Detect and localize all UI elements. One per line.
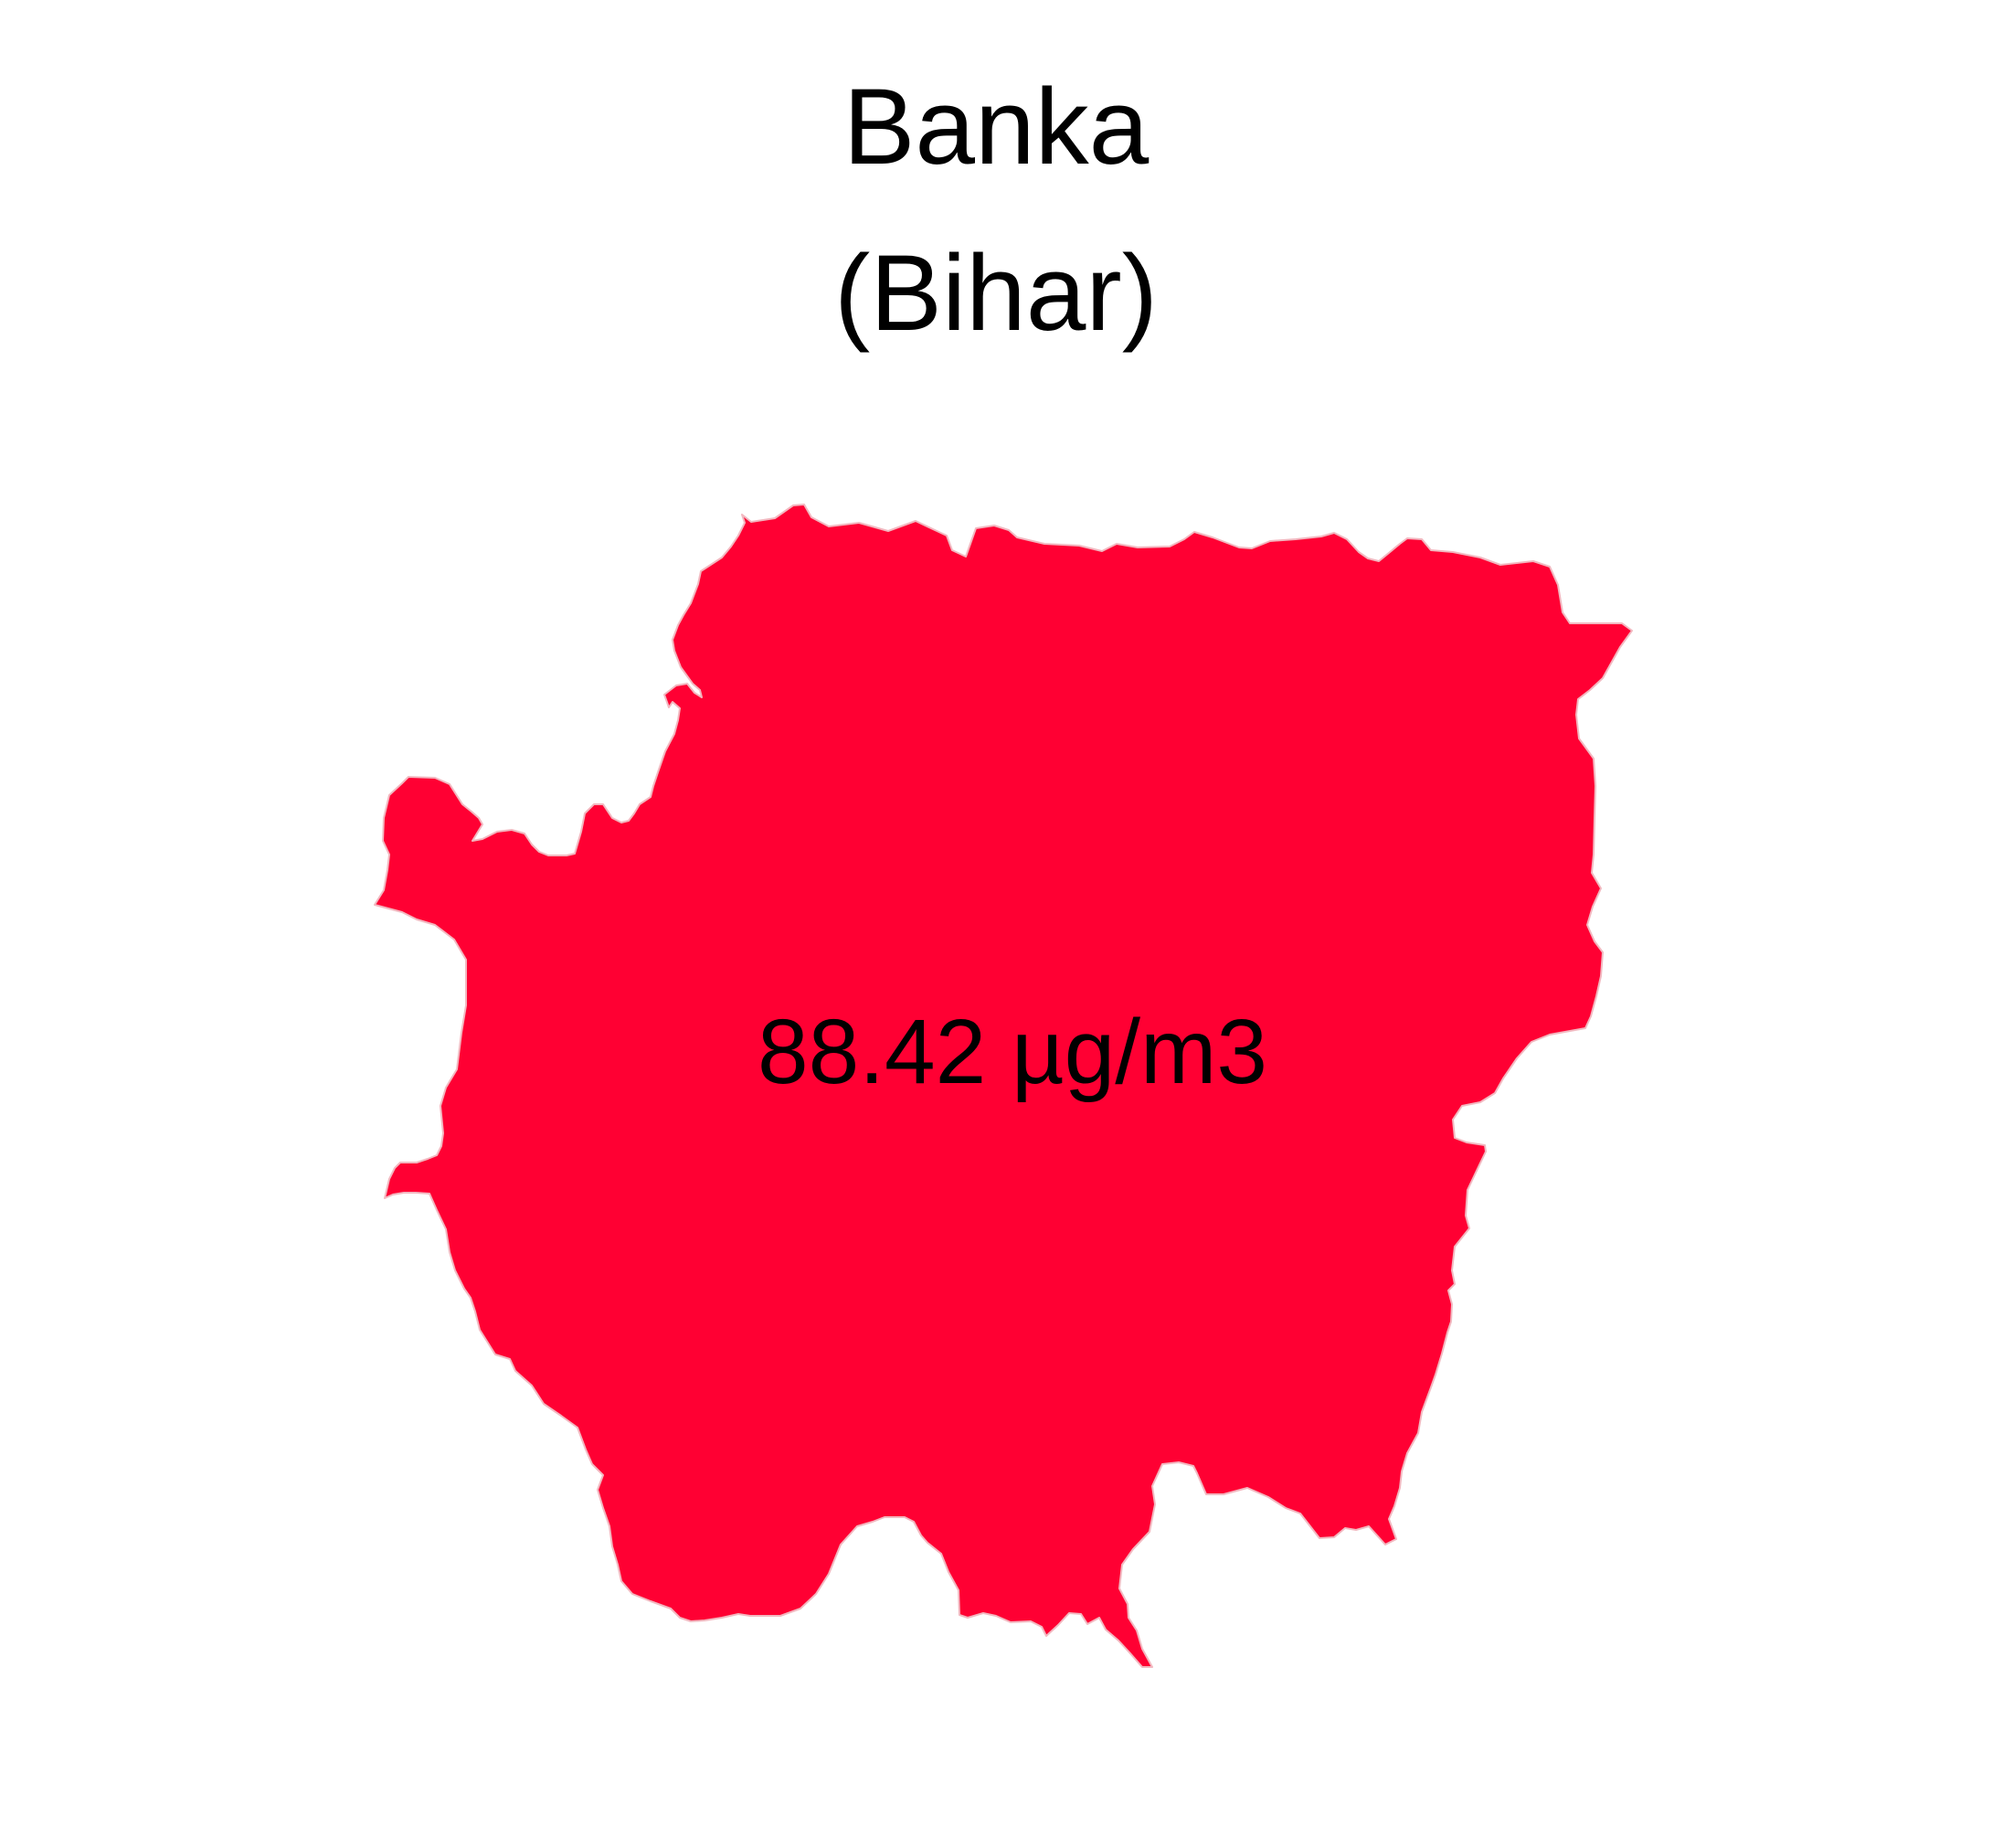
district-region-banka (374, 504, 1633, 1668)
map-title-state: (Bihar) (833, 233, 1159, 354)
map-title-district: Banka (842, 67, 1150, 187)
value-label: 88.42 µg/m3 (758, 1001, 1267, 1103)
